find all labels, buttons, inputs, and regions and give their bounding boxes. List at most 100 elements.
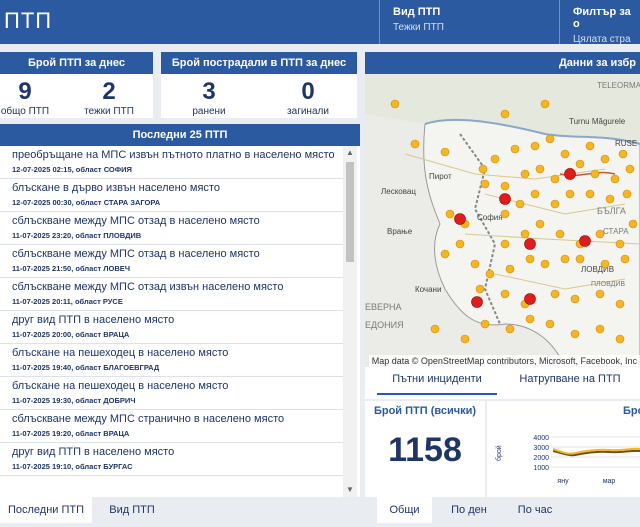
accident-marker[interactable] (390, 99, 400, 109)
accident-marker[interactable] (605, 194, 615, 204)
accident-marker[interactable] (595, 289, 605, 299)
accident-marker[interactable] (510, 144, 520, 154)
severe-accident-marker[interactable] (579, 235, 591, 247)
accident-marker[interactable] (618, 149, 628, 159)
accident-marker[interactable] (615, 299, 625, 309)
list-item[interactable]: блъскане в дърво извън населено място 12-… (0, 179, 343, 212)
accident-list[interactable]: преобръщане на МПС извън пътното платно … (0, 146, 343, 497)
type-filter-value[interactable]: Тежки ПТП (393, 22, 444, 33)
accident-marker[interactable] (615, 334, 625, 344)
accident-marker[interactable] (535, 219, 545, 229)
accident-marker[interactable] (500, 109, 510, 119)
accident-marker[interactable] (585, 189, 595, 199)
severe-accident-marker[interactable] (454, 213, 466, 225)
accident-marker[interactable] (555, 229, 565, 239)
accident-marker[interactable] (505, 324, 515, 334)
accident-marker[interactable] (445, 209, 455, 219)
list-item[interactable]: блъскане на пешеходец в населено място 11… (0, 344, 343, 377)
list-item[interactable]: сблъскване между МПС странично в населен… (0, 410, 343, 443)
accident-marker[interactable] (515, 199, 525, 209)
accident-marker[interactable] (505, 264, 515, 274)
accident-marker[interactable] (570, 329, 580, 339)
accident-marker[interactable] (622, 189, 632, 199)
accident-marker[interactable] (410, 139, 420, 149)
accident-marker[interactable] (475, 284, 485, 294)
accident-marker[interactable] (520, 229, 530, 239)
accident-marker[interactable] (455, 239, 465, 249)
accident-marker[interactable] (535, 164, 545, 174)
list-item[interactable]: друг вид ПТП в населено място 11-07-2025 … (0, 443, 343, 476)
accident-marker[interactable] (480, 319, 490, 329)
severe-accident-marker[interactable] (564, 168, 576, 180)
accident-marker[interactable] (610, 174, 620, 184)
scroll-down-icon[interactable]: ▼ (346, 485, 354, 494)
type-filter[interactable]: Вид ПТП Тежки ПТП (393, 6, 444, 33)
scroll-up-icon[interactable]: ▲ (346, 148, 354, 157)
accident-marker[interactable] (550, 289, 560, 299)
accident-marker[interactable] (570, 294, 580, 304)
accident-marker[interactable] (625, 164, 635, 174)
accident-marker[interactable] (620, 254, 630, 264)
region-filter[interactable]: Филтър за о Цялата стра (573, 6, 640, 45)
accident-marker[interactable] (440, 147, 450, 157)
accident-marker[interactable] (500, 239, 510, 249)
accident-marker[interactable] (600, 259, 610, 269)
severe-accident-marker[interactable] (524, 238, 536, 250)
accident-marker[interactable] (585, 141, 595, 151)
accident-marker[interactable] (485, 269, 495, 279)
accident-marker[interactable] (550, 199, 560, 209)
accident-marker[interactable] (530, 141, 540, 151)
list-item[interactable]: сблъскване между МПС отзад извън населен… (0, 278, 343, 311)
region-filter-value[interactable]: Цялата стра (573, 34, 631, 45)
accident-marker[interactable] (470, 259, 480, 269)
accident-marker[interactable] (590, 169, 600, 179)
accident-marker[interactable] (520, 169, 530, 179)
accident-map[interactable]: TELEORMAN Turnu Măgurele RUSE Пирот Леск… (365, 74, 640, 367)
tab-accumulation[interactable]: Натрупване на ПТП (519, 373, 621, 385)
accident-marker[interactable] (525, 314, 535, 324)
accident-marker[interactable] (575, 254, 585, 264)
accident-markers[interactable] (390, 99, 638, 344)
list-item[interactable]: сблъскване между МПС отзад в населено мя… (0, 212, 343, 245)
severe-accident-marker[interactable] (499, 193, 511, 205)
accident-marker[interactable] (500, 181, 510, 191)
tab-incidents[interactable]: Пътни инциденти (377, 367, 497, 395)
list-item[interactable]: друг вид ПТП в населено място 11-07-2025 … (0, 311, 343, 344)
accident-marker[interactable] (615, 239, 625, 249)
accident-marker[interactable] (478, 164, 488, 174)
accident-marker[interactable] (480, 179, 490, 189)
accident-marker[interactable] (460, 334, 470, 344)
accident-marker[interactable] (440, 249, 450, 259)
severe-accident-marker[interactable] (471, 296, 483, 308)
list-item[interactable]: сблъскване между МПС отзад в населено мя… (0, 245, 343, 278)
accident-marker[interactable] (545, 319, 555, 329)
severe-accident-marker[interactable] (524, 293, 536, 305)
accident-marker[interactable] (530, 189, 540, 199)
accident-marker[interactable] (430, 324, 440, 334)
accident-marker[interactable] (595, 229, 605, 239)
scroll-thumb[interactable] (346, 162, 354, 262)
accident-marker[interactable] (560, 149, 570, 159)
tab-recent[interactable]: Последни ПТП (0, 497, 92, 523)
accident-marker[interactable] (560, 254, 570, 264)
accident-marker[interactable] (525, 254, 535, 264)
accident-marker[interactable] (628, 219, 638, 229)
accident-marker[interactable] (575, 159, 585, 169)
accident-marker[interactable] (565, 189, 575, 199)
list-item[interactable]: преобръщане на МПС извън пътното платно … (0, 146, 343, 179)
list-item[interactable]: блъскане на пешеходец в населено място 11… (0, 377, 343, 410)
tab-type[interactable]: Вид ПТП (109, 504, 155, 516)
accident-marker[interactable] (550, 174, 560, 184)
accident-marker[interactable] (500, 289, 510, 299)
accident-marker[interactable] (545, 134, 555, 144)
accident-marker[interactable] (540, 99, 550, 109)
accident-marker[interactable] (540, 259, 550, 269)
accident-marker[interactable] (595, 324, 605, 334)
list-scrollbar[interactable]: ▲ ▼ (343, 146, 357, 497)
tab-general[interactable]: Общи (377, 497, 432, 523)
tab-by-hour[interactable]: По час (517, 504, 553, 516)
accident-marker[interactable] (490, 154, 500, 164)
accident-marker[interactable] (500, 209, 510, 219)
tab-by-day[interactable]: По ден (451, 504, 487, 516)
accident-marker[interactable] (600, 154, 610, 164)
